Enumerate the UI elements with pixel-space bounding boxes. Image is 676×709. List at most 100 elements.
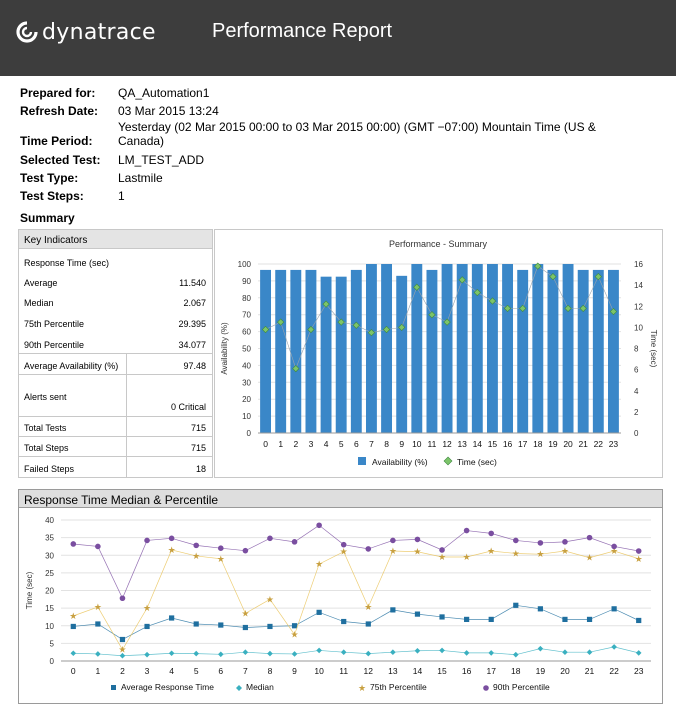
availability-bar (607, 269, 619, 433)
legend-p75-label: 75th Percentile (370, 682, 427, 692)
divider (19, 374, 212, 375)
x-tick-label: 21 (578, 439, 588, 449)
median-point (316, 647, 322, 654)
availability-bar (275, 269, 287, 433)
p75-point: ★ (463, 552, 471, 562)
availability-bar (486, 264, 498, 433)
p75-point: ★ (561, 546, 569, 556)
meta-value: 03 Mar 2015 13:24 (118, 104, 219, 118)
y-axis-label: Availability (%) (220, 322, 229, 375)
median-point (365, 650, 372, 657)
average-point (611, 606, 617, 612)
median-point (586, 649, 593, 655)
y2-tick-label: 4 (634, 387, 639, 396)
p75-line (73, 549, 639, 651)
y2-tick-label: 8 (634, 345, 639, 354)
x-tick-label: 14 (473, 439, 483, 449)
y-tick-label: 30 (45, 551, 54, 560)
p90-point (439, 547, 445, 553)
x-tick-label: 4 (324, 439, 329, 449)
time-point (443, 318, 451, 326)
summary-heading: Summary (20, 211, 75, 225)
availability-bar (305, 269, 317, 433)
average-point (242, 624, 248, 631)
p90-point (537, 540, 544, 546)
x-tick-label: 7 (243, 666, 248, 676)
time-point (579, 304, 587, 312)
median-point (463, 650, 470, 656)
divider (19, 436, 212, 437)
average-point (267, 623, 273, 630)
x-tick-label: 15 (437, 666, 447, 676)
time-point (594, 273, 602, 281)
p90-point (168, 535, 175, 542)
p90-point (193, 542, 200, 549)
chart-title: Performance - Summary (389, 239, 488, 249)
x-tick-label: 3 (145, 666, 150, 676)
availability-bar (290, 269, 302, 433)
ki-label: Average Availability (%) (24, 361, 119, 371)
availability-bar (471, 264, 483, 433)
average-point (119, 636, 126, 643)
average-point (341, 618, 347, 625)
ki-value: 11.540 (179, 278, 206, 288)
median-point (70, 650, 77, 657)
p75-point: ★ (241, 608, 249, 618)
y-tick-label: 35 (45, 534, 54, 543)
median-point (512, 651, 519, 658)
y-tick-label: 100 (238, 260, 252, 269)
average-point (144, 623, 150, 630)
legend-time-swatch (443, 456, 453, 466)
legend-average-label: Average Response Time (121, 682, 214, 692)
y-tick-label: 40 (45, 516, 54, 525)
x-tick-label: 5 (339, 439, 344, 449)
y-tick-label: 0 (50, 657, 55, 666)
availability-bar (260, 269, 272, 433)
x-tick-label: 7 (369, 439, 374, 449)
p75-point: ★ (536, 549, 544, 559)
x-tick-label: 5 (194, 666, 199, 676)
dynatrace-logo: dynatrace (16, 18, 156, 46)
p75-point: ★ (69, 611, 77, 621)
median-point (217, 651, 224, 658)
x-tick-label: 19 (536, 666, 546, 676)
x-tick-label: 12 (364, 666, 374, 676)
availability-bar (592, 269, 604, 433)
p75-point: ★ (94, 602, 102, 612)
page-title: Performance Report (212, 20, 393, 42)
ki-label: Median (24, 298, 54, 308)
average-point (513, 602, 519, 608)
x-tick-label: 9 (292, 666, 297, 676)
p90-point (586, 534, 593, 541)
x-tick-label: 12 (442, 439, 452, 449)
legend-median-swatch (236, 685, 242, 691)
availability-bar (562, 264, 574, 433)
p75-point: ★ (438, 552, 446, 562)
time-point (337, 318, 345, 326)
ki-value: 97.48 (183, 361, 206, 371)
meta-label: Test Steps: (20, 189, 84, 203)
meta-label: Selected Test: (20, 153, 101, 167)
x-tick-label: 1 (96, 666, 101, 676)
key-indicators-title: Key Indicators (19, 230, 212, 249)
average-point (95, 621, 101, 627)
time-point (367, 329, 376, 337)
time-point (473, 288, 481, 297)
x-tick-label: 8 (384, 439, 389, 449)
y-tick-label: 20 (242, 395, 251, 404)
time-point (292, 364, 300, 373)
p90-point (267, 535, 273, 542)
meta-label: Prepared for: (20, 86, 96, 100)
ki-value: 29.395 (178, 319, 206, 329)
y-tick-label: 40 (242, 361, 251, 370)
p75-point: ★ (118, 645, 126, 655)
y-tick-label: 25 (45, 569, 54, 578)
divider (126, 353, 127, 478)
divider (19, 416, 212, 417)
x-tick-label: 6 (354, 439, 359, 449)
average-point (464, 616, 470, 623)
p90-point (488, 530, 495, 537)
median-point (340, 649, 347, 655)
availability-bar (381, 264, 393, 433)
